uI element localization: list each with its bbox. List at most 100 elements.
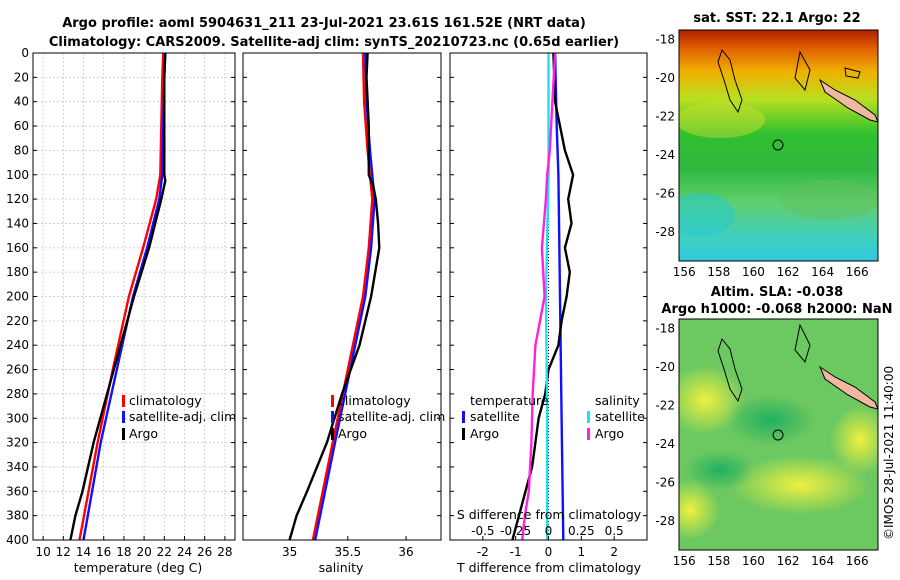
- sla-map-title-line1: Altim. SLA: -0.038: [711, 285, 843, 300]
- legend-satellite-swatch: [122, 411, 125, 423]
- salinity-tick-label: 36: [398, 545, 413, 559]
- legend-climatology-label: climatology: [129, 393, 202, 408]
- difference-tick-label: -2: [477, 545, 489, 559]
- map-lat-tick-label: -26: [655, 187, 675, 201]
- depth-tick-label: 400: [6, 533, 29, 547]
- legend-temperature-title: temperature: [470, 393, 549, 408]
- temperature-tick-label: 22: [157, 545, 172, 559]
- legend-s-satellite-swatch: [587, 411, 590, 423]
- map-lat-tick-label: -28: [655, 225, 675, 239]
- credit-text: ©IMOS 28-Jul-2021 11:40:00: [882, 366, 896, 540]
- map-lat-tick-label: -18: [655, 33, 675, 47]
- map-lon-tick-label: 164: [811, 265, 834, 279]
- map-lon-tick-label: 166: [846, 265, 869, 279]
- depth-tick-label: 320: [6, 436, 29, 450]
- depth-tick-label: 40: [14, 95, 29, 109]
- map-lon-tick-label: 158: [707, 554, 730, 568]
- depth-tick-label: 340: [6, 460, 29, 474]
- sla-high: [830, 405, 878, 475]
- temperature-tick-label: 28: [217, 545, 232, 559]
- temperature-tick-label: 14: [76, 545, 91, 559]
- depth-tick-label: 160: [6, 241, 29, 255]
- reef-contour: [794, 323, 811, 364]
- salinity-diff-tick-label: 0: [545, 524, 553, 538]
- map-lat-tick-label: -28: [655, 514, 675, 528]
- map-lon-tick-label: 166: [846, 554, 869, 568]
- legend-argo-label: Argo: [129, 426, 158, 441]
- salinity-tick-label: 35.5: [334, 545, 361, 559]
- legend-t-satellite-label: satellite: [470, 409, 520, 424]
- legend-climatology-label: climatology: [338, 393, 411, 408]
- salinity-legend: climatology satellite-adj. clim Argo: [331, 393, 445, 441]
- depth-tick-label: 360: [6, 484, 29, 498]
- depth-tick-label: 280: [6, 387, 29, 401]
- sla-low: [685, 450, 755, 490]
- depth-tick-label: 100: [6, 168, 29, 182]
- argo-location-marker: [772, 139, 784, 151]
- depth-tick-label: 260: [6, 363, 29, 377]
- map-lon-tick-label: 156: [673, 265, 696, 279]
- map-lat-tick-label: -26: [655, 476, 675, 490]
- legend-t-argo-label: Argo: [470, 426, 499, 441]
- series-climatology: [311, 52, 374, 541]
- depth-tick-label: 60: [14, 119, 29, 133]
- legend-s-argo-label: Argo: [595, 426, 624, 441]
- salinity-diff-tick-label: 0.25: [568, 524, 595, 538]
- legend-satellite-swatch: [331, 411, 334, 423]
- legend-argo-swatch: [331, 428, 334, 440]
- legend-satellite-label: satellite-adj. clim: [129, 409, 236, 424]
- reef-contour: [717, 337, 743, 403]
- sst-patch: [679, 193, 735, 237]
- legend-s-argo-swatch: [587, 428, 590, 440]
- map-lat-tick-label: -20: [655, 360, 675, 374]
- sla-high: [730, 455, 870, 515]
- salinity-xlabel: salinity: [319, 560, 364, 575]
- depth-tick-label: 380: [6, 509, 29, 523]
- new-caledonia-land: [818, 78, 878, 123]
- map-lon-tick-label: 162: [777, 265, 800, 279]
- reef-contour: [844, 67, 861, 79]
- temperature-tick-label: 10: [35, 545, 50, 559]
- map-lon-tick-label: 164: [811, 554, 834, 568]
- depth-tick-label: 120: [6, 192, 29, 206]
- map-lat-tick-label: -24: [655, 148, 675, 162]
- map-lon-tick-label: 160: [742, 265, 765, 279]
- depth-tick-label: 20: [14, 70, 29, 84]
- legend-argo-label: Argo: [338, 426, 367, 441]
- temperature-legend: climatology satellite-adj. clim Argo: [122, 393, 236, 441]
- difference-tick-label: 2: [610, 545, 618, 559]
- sst-map-frame: [678, 29, 879, 262]
- salinity-diff-tick-label: -0.5: [471, 524, 494, 538]
- series-argo: [288, 52, 381, 541]
- temperature-tick-label: 20: [136, 545, 151, 559]
- depth-tick-label: 180: [6, 265, 29, 279]
- difference-top-xlabel: S difference from climatology: [457, 507, 642, 522]
- series-climatology: [78, 52, 165, 541]
- depth-tick-label: 80: [14, 143, 29, 157]
- map-lat-tick-label: -24: [655, 437, 675, 451]
- argo-location-marker: [772, 429, 784, 441]
- legend-salinity-title: salinity: [595, 393, 640, 408]
- reef-contour: [794, 50, 811, 92]
- map-lon-tick-label: 162: [777, 554, 800, 568]
- difference-legend: temperature satellite Argo salinity sate…: [462, 393, 645, 441]
- difference-tick-label: 1: [578, 545, 586, 559]
- sst-map: sat. SST: 22.1 Argo: 22: [678, 11, 879, 262]
- sla-map-title-line2: Argo h1000: -0.068 h2000: NaN: [661, 302, 892, 317]
- temperature-tick-label: 16: [96, 545, 111, 559]
- figure-title-line1: Argo profile: aoml 5904631_211 23-Jul-20…: [62, 16, 586, 31]
- depth-tick-label: 0: [21, 46, 29, 60]
- series-s-satellite: [544, 53, 550, 540]
- map-lat-tick-label: -22: [655, 110, 675, 124]
- map-lat-tick-label: -18: [655, 322, 675, 336]
- temperature-tick-label: 12: [56, 545, 71, 559]
- depth-tick-label: 220: [6, 314, 29, 328]
- reef-contour: [717, 48, 743, 114]
- map-lon-tick-label: 156: [673, 554, 696, 568]
- map-lat-tick-label: -20: [655, 71, 675, 85]
- series-t-argo: [511, 52, 575, 541]
- map-lon-tick-label: 158: [707, 265, 730, 279]
- salinity-frame: [242, 52, 442, 541]
- series-argo: [69, 52, 167, 541]
- temperature-tick-label: 24: [177, 545, 192, 559]
